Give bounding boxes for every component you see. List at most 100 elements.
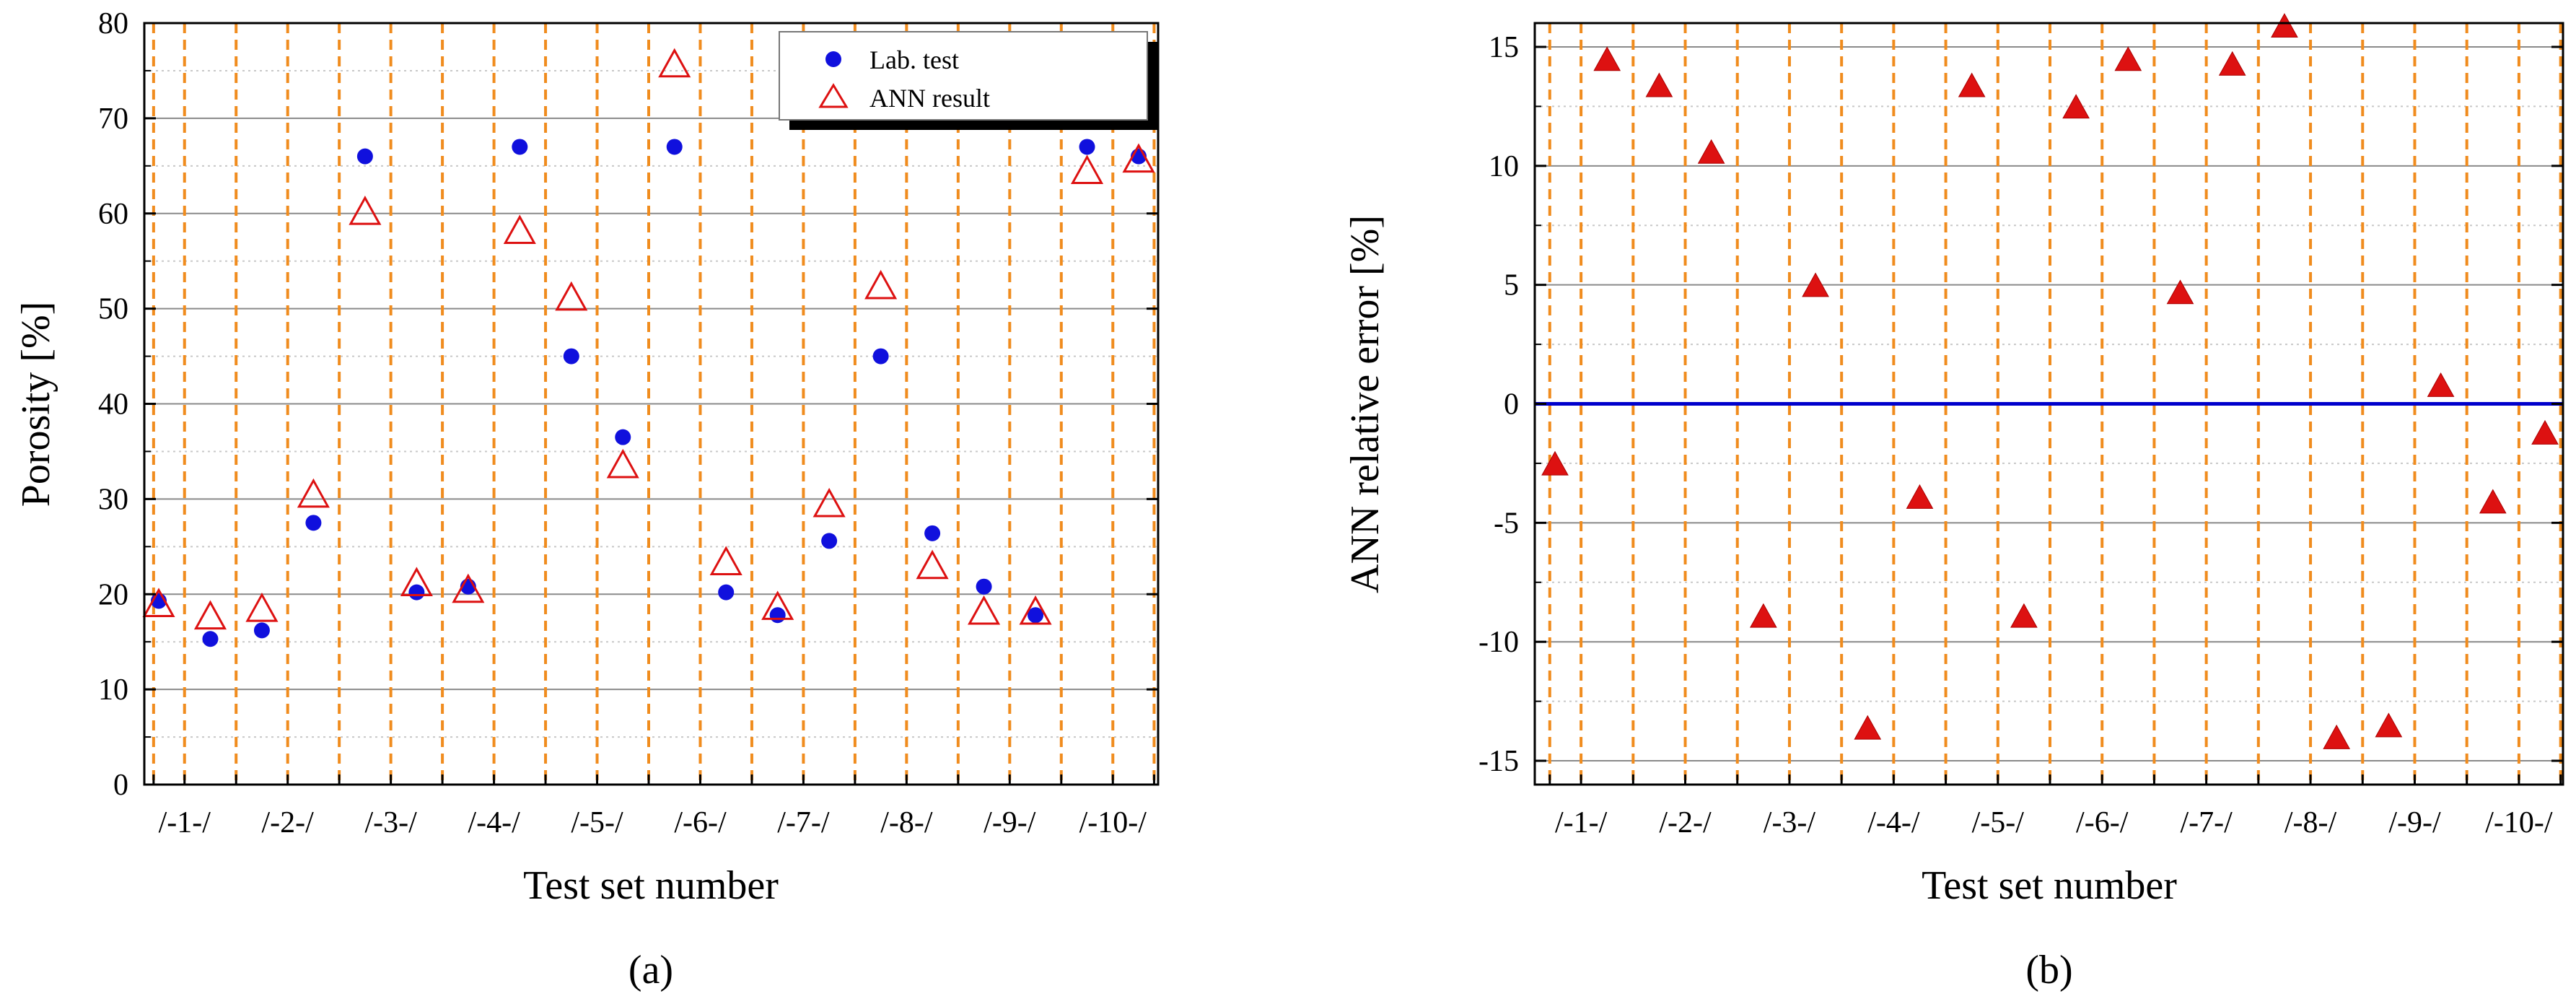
panel-a-axes: 0 10 20 30 40 50 60 70 80 /-1-/ /-2-/ /-3-/ /-4-/ /-5… xyxy=(98,7,1158,839)
ann-error-point xyxy=(1697,139,1725,164)
x-tick-label: /-10-/ xyxy=(2485,806,2553,839)
lab-test-point xyxy=(253,622,270,639)
y-tick-label: -10 xyxy=(1478,626,1519,659)
y-tick-label: 10 xyxy=(98,673,128,707)
ann-error-point xyxy=(1593,46,1621,71)
ann-result-point xyxy=(400,567,433,596)
x-tick-label: /-4-/ xyxy=(468,806,520,839)
lab-test-point xyxy=(512,139,528,155)
y-tick-label: 5 xyxy=(1504,269,1519,302)
y-tick-label: -5 xyxy=(1494,507,1519,540)
ann-error-point xyxy=(2271,13,2298,38)
ann-error-point xyxy=(2166,279,2194,305)
x-tick-label: /-8-/ xyxy=(880,806,933,839)
ann-error-point xyxy=(2323,724,2351,749)
x-tick-label: /-9-/ xyxy=(2388,806,2441,839)
lab-test-point xyxy=(976,578,992,595)
x-tick-label: /-3-/ xyxy=(364,806,417,839)
y-tick-label: 0 xyxy=(113,769,128,802)
ann-result-point xyxy=(761,590,794,620)
ann-result-point xyxy=(709,546,742,575)
x-tick-label: /-9-/ xyxy=(983,806,1036,839)
ann-error-point xyxy=(1749,603,1777,628)
x-tick-label: /-2-/ xyxy=(1659,806,1712,839)
panel-a-grid xyxy=(144,69,1158,738)
y-tick-label: 60 xyxy=(98,198,128,231)
legend-lab-marker xyxy=(825,51,841,67)
y-tick-label: 40 xyxy=(98,388,128,422)
y-tick-label: 80 xyxy=(98,7,128,40)
y-tick-label: 20 xyxy=(98,578,128,611)
ann-error-point xyxy=(2062,94,2090,119)
ann-result-point xyxy=(1122,143,1155,173)
lab-test-point xyxy=(615,429,631,445)
ann-error-point xyxy=(1541,450,1569,476)
ann-result-point xyxy=(452,573,485,603)
legend-ann-label: ANN result xyxy=(869,84,990,113)
ann-result-point xyxy=(349,196,382,225)
ann-error-point xyxy=(2531,419,2559,445)
ann-error-point xyxy=(2427,372,2455,397)
x-tick-label: /-10-/ xyxy=(1079,806,1147,839)
lab-test-point xyxy=(408,584,425,601)
y-tick-label: 15 xyxy=(1489,31,1519,64)
ann-result-point xyxy=(193,600,227,630)
ann-result-point xyxy=(245,592,279,622)
lab-test-point xyxy=(1028,607,1044,624)
ann-error-point xyxy=(2375,712,2403,738)
x-tick-label: /-6-/ xyxy=(2076,806,2129,839)
ann-error-point xyxy=(2010,603,2038,628)
legend-ann-marker xyxy=(818,83,849,108)
x-tick-label: /-7-/ xyxy=(2180,806,2233,839)
panel-a-y-axis-title: Porosity [%] xyxy=(14,302,58,507)
ann-error-point xyxy=(1958,72,1986,97)
x-tick-label: /-7-/ xyxy=(777,806,830,839)
lab-test-point xyxy=(821,533,838,549)
panel-b-y-axis-title: ANN relative error [%] xyxy=(1343,215,1388,593)
legend-lab-label: Lab. test xyxy=(869,45,959,74)
y-tick-label: -15 xyxy=(1478,745,1519,778)
y-tick-label: 70 xyxy=(98,102,128,136)
ann-result-point xyxy=(1019,595,1052,625)
ann-result-point xyxy=(555,281,588,311)
ann-result-point xyxy=(812,487,846,518)
ann-result-point xyxy=(606,448,639,479)
ann-error-point xyxy=(1906,484,1934,509)
lab-test-point xyxy=(718,584,735,601)
panel-b-error-chart: -15 -10 -5 0 5 10 15 /-1-/ /-2-/ /-3-/ /-4-/ /-5-/ /… xyxy=(1343,13,2564,992)
ann-error-point xyxy=(1802,272,1829,297)
x-tick-label: /-6-/ xyxy=(674,806,727,839)
panel-b-x-axis-title: Test set number xyxy=(1922,863,2177,908)
lab-test-point xyxy=(356,148,373,165)
ann-result-point xyxy=(968,595,1001,625)
lab-test-point xyxy=(924,525,941,541)
lab-test-point xyxy=(666,139,683,155)
ann-result-point xyxy=(864,269,898,300)
panel-a-marks xyxy=(142,48,1155,647)
ann-result-point xyxy=(658,48,691,78)
ann-error-point xyxy=(2114,46,2142,71)
x-tick-label: /-3-/ xyxy=(1764,806,1816,839)
lab-test-point xyxy=(305,515,322,531)
x-tick-label: /-1-/ xyxy=(159,806,211,839)
ann-result-point xyxy=(142,588,175,617)
lab-test-point xyxy=(769,607,786,624)
x-tick-label: /-2-/ xyxy=(262,806,315,839)
panel-a-porosity-chart: 0 10 20 30 40 50 60 70 80 /-1-/ /-2-/ /-3-/ /-4-/ /-5… xyxy=(14,7,1160,992)
lab-test-point xyxy=(202,631,219,647)
lab-test-point xyxy=(872,348,889,365)
ann-error-point xyxy=(2479,489,2507,514)
panel-b-label: (b) xyxy=(2025,948,2072,992)
y-tick-label: 10 xyxy=(1489,150,1519,183)
ann-error-point xyxy=(1854,715,1882,740)
ann-error-point xyxy=(2218,51,2246,76)
panel-a-label: (a) xyxy=(628,948,673,992)
panel-b-axes: -15 -10 -5 0 5 10 15 /-1-/ /-2-/ /-3-/ /-4-/ /-5-/ /… xyxy=(1478,31,2563,839)
lab-test-point xyxy=(1079,139,1095,155)
x-tick-label: /-5-/ xyxy=(1972,806,2025,839)
ann-result-point xyxy=(297,478,330,508)
x-tick-label: /-4-/ xyxy=(1867,806,1920,839)
ann-result-point xyxy=(916,549,949,580)
legend-box xyxy=(779,31,1148,121)
